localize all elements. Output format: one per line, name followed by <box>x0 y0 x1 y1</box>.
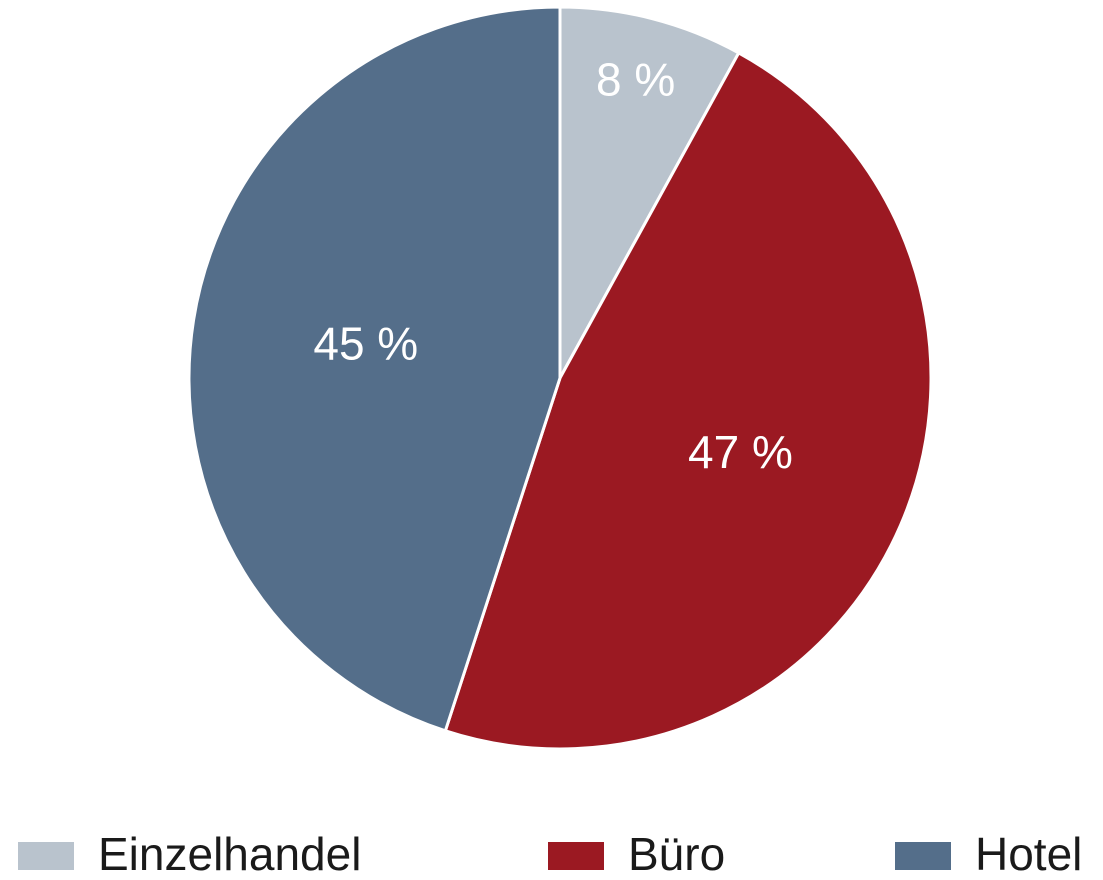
slice-label: 47 % <box>688 426 793 478</box>
chart: 8 % 47 % 45 % Einzelhandel Büro Hotel <box>0 0 1103 880</box>
slice-label: 45 % <box>313 317 418 369</box>
pie: 8 % 47 % 45 % <box>189 7 931 749</box>
legend-swatch <box>18 842 74 870</box>
legend-swatch <box>548 842 604 870</box>
legend-swatch <box>895 842 951 870</box>
legend-label: Büro <box>628 828 725 880</box>
slice-label: 8 % <box>596 53 675 105</box>
legend-label: Einzelhandel <box>98 828 361 880</box>
legend-label: Hotel <box>975 828 1082 880</box>
